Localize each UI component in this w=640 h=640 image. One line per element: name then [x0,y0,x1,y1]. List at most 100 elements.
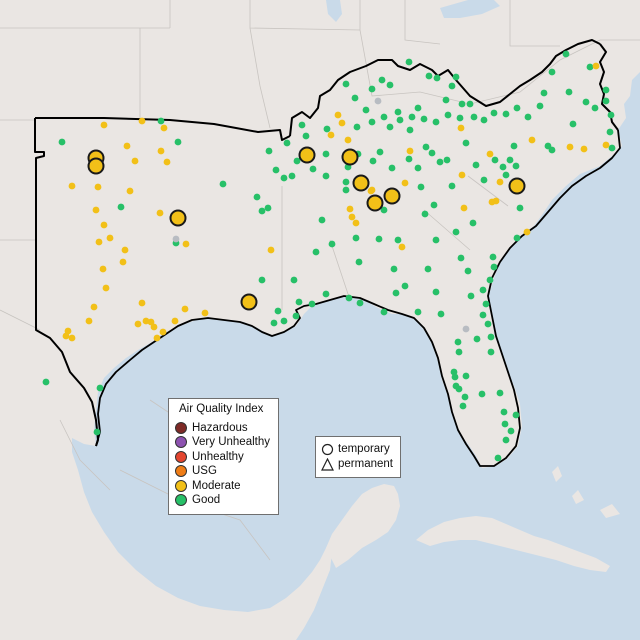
moderate-temporary-monitor-marker[interactable] [341,148,359,166]
moderate-station-marker[interactable] [488,198,496,206]
good-station-marker[interactable] [388,164,396,172]
good-station-marker[interactable] [421,210,429,218]
moderate-station-marker[interactable] [267,246,275,254]
good-station-marker[interactable] [428,149,436,157]
moderate-temporary-monitor-marker[interactable] [366,194,384,212]
good-station-marker[interactable] [280,174,288,182]
good-station-marker[interactable] [93,428,101,436]
moderate-station-marker[interactable] [119,258,127,266]
good-station-marker[interactable] [459,402,467,410]
moderate-station-marker[interactable] [486,150,494,158]
good-station-marker[interactable] [513,234,521,242]
good-station-marker[interactable] [443,156,451,164]
good-station-marker[interactable] [487,333,495,341]
good-station-marker[interactable] [405,58,413,66]
moderate-station-marker[interactable] [95,238,103,246]
moderate-temporary-monitor-marker[interactable] [508,177,526,195]
good-station-marker[interactable] [322,290,330,298]
good-station-marker[interactable] [602,97,610,105]
unavailable-station-marker[interactable] [172,235,180,243]
good-station-marker[interactable] [510,142,518,150]
good-station-marker[interactable] [454,338,462,346]
good-station-marker[interactable] [356,299,364,307]
good-station-marker[interactable] [499,163,507,171]
good-station-marker[interactable] [369,157,377,165]
good-station-marker[interactable] [502,436,510,444]
moderate-station-marker[interactable] [327,131,335,139]
good-station-marker[interactable] [500,408,508,416]
good-station-marker[interactable] [479,286,487,294]
good-station-marker[interactable] [96,384,104,392]
moderate-station-marker[interactable] [201,309,209,317]
good-station-marker[interactable] [424,265,432,273]
moderate-station-marker[interactable] [368,186,376,194]
good-station-marker[interactable] [458,100,466,108]
good-station-marker[interactable] [283,139,291,147]
good-station-marker[interactable] [405,155,413,163]
good-station-marker[interactable] [506,156,514,164]
moderate-station-marker[interactable] [99,265,107,273]
good-station-marker[interactable] [309,165,317,173]
good-station-marker[interactable] [452,73,460,81]
good-station-marker[interactable] [608,144,616,152]
good-station-marker[interactable] [496,389,504,397]
good-station-marker[interactable] [386,81,394,89]
good-station-marker[interactable] [536,102,544,110]
good-station-marker[interactable] [265,147,273,155]
good-station-marker[interactable] [540,89,548,97]
good-station-marker[interactable] [507,427,515,435]
good-station-marker[interactable] [494,454,502,462]
good-station-marker[interactable] [58,138,66,146]
good-station-marker[interactable] [117,203,125,211]
good-station-marker[interactable] [295,298,303,306]
moderate-station-marker[interactable] [156,209,164,217]
good-station-marker[interactable] [456,114,464,122]
good-station-marker[interactable] [394,236,402,244]
good-station-marker[interactable] [432,236,440,244]
good-station-marker[interactable] [328,240,336,248]
moderate-station-marker[interactable] [68,334,76,342]
good-station-marker[interactable] [362,106,370,114]
good-station-marker[interactable] [437,310,445,318]
moderate-temporary-monitor-marker[interactable] [240,293,258,311]
good-station-marker[interactable] [396,116,404,124]
good-station-marker[interactable] [378,76,386,84]
good-station-marker[interactable] [414,164,422,172]
good-station-marker[interactable] [258,276,266,284]
good-station-marker[interactable] [484,320,492,328]
good-station-marker[interactable] [448,182,456,190]
moderate-station-marker[interactable] [90,303,98,311]
moderate-station-marker[interactable] [171,317,179,325]
good-station-marker[interactable] [312,248,320,256]
good-station-marker[interactable] [486,276,494,284]
good-station-marker[interactable] [565,88,573,96]
good-station-marker[interactable] [602,86,610,94]
unavailable-station-marker[interactable] [462,325,470,333]
good-station-marker[interactable] [472,161,480,169]
moderate-station-marker[interactable] [160,124,168,132]
good-station-marker[interactable] [302,132,310,140]
good-station-marker[interactable] [516,204,524,212]
good-station-marker[interactable] [430,201,438,209]
good-station-marker[interactable] [323,125,331,133]
good-station-marker[interactable] [174,138,182,146]
good-station-marker[interactable] [444,111,452,119]
good-station-marker[interactable] [433,74,441,82]
good-station-marker[interactable] [414,104,422,112]
moderate-station-marker[interactable] [94,183,102,191]
good-station-marker[interactable] [258,207,266,215]
moderate-station-marker[interactable] [123,142,131,150]
good-station-marker[interactable] [466,100,474,108]
good-station-marker[interactable] [270,319,278,327]
good-station-marker[interactable] [368,118,376,126]
good-station-marker[interactable] [292,312,300,320]
moderate-station-marker[interactable] [106,234,114,242]
good-station-marker[interactable] [394,108,402,116]
good-station-marker[interactable] [432,118,440,126]
good-station-marker[interactable] [569,120,577,128]
moderate-station-marker[interactable] [138,299,146,307]
moderate-station-marker[interactable] [147,318,155,326]
good-station-marker[interactable] [272,166,280,174]
good-station-marker[interactable] [451,373,459,381]
good-station-marker[interactable] [436,158,444,166]
